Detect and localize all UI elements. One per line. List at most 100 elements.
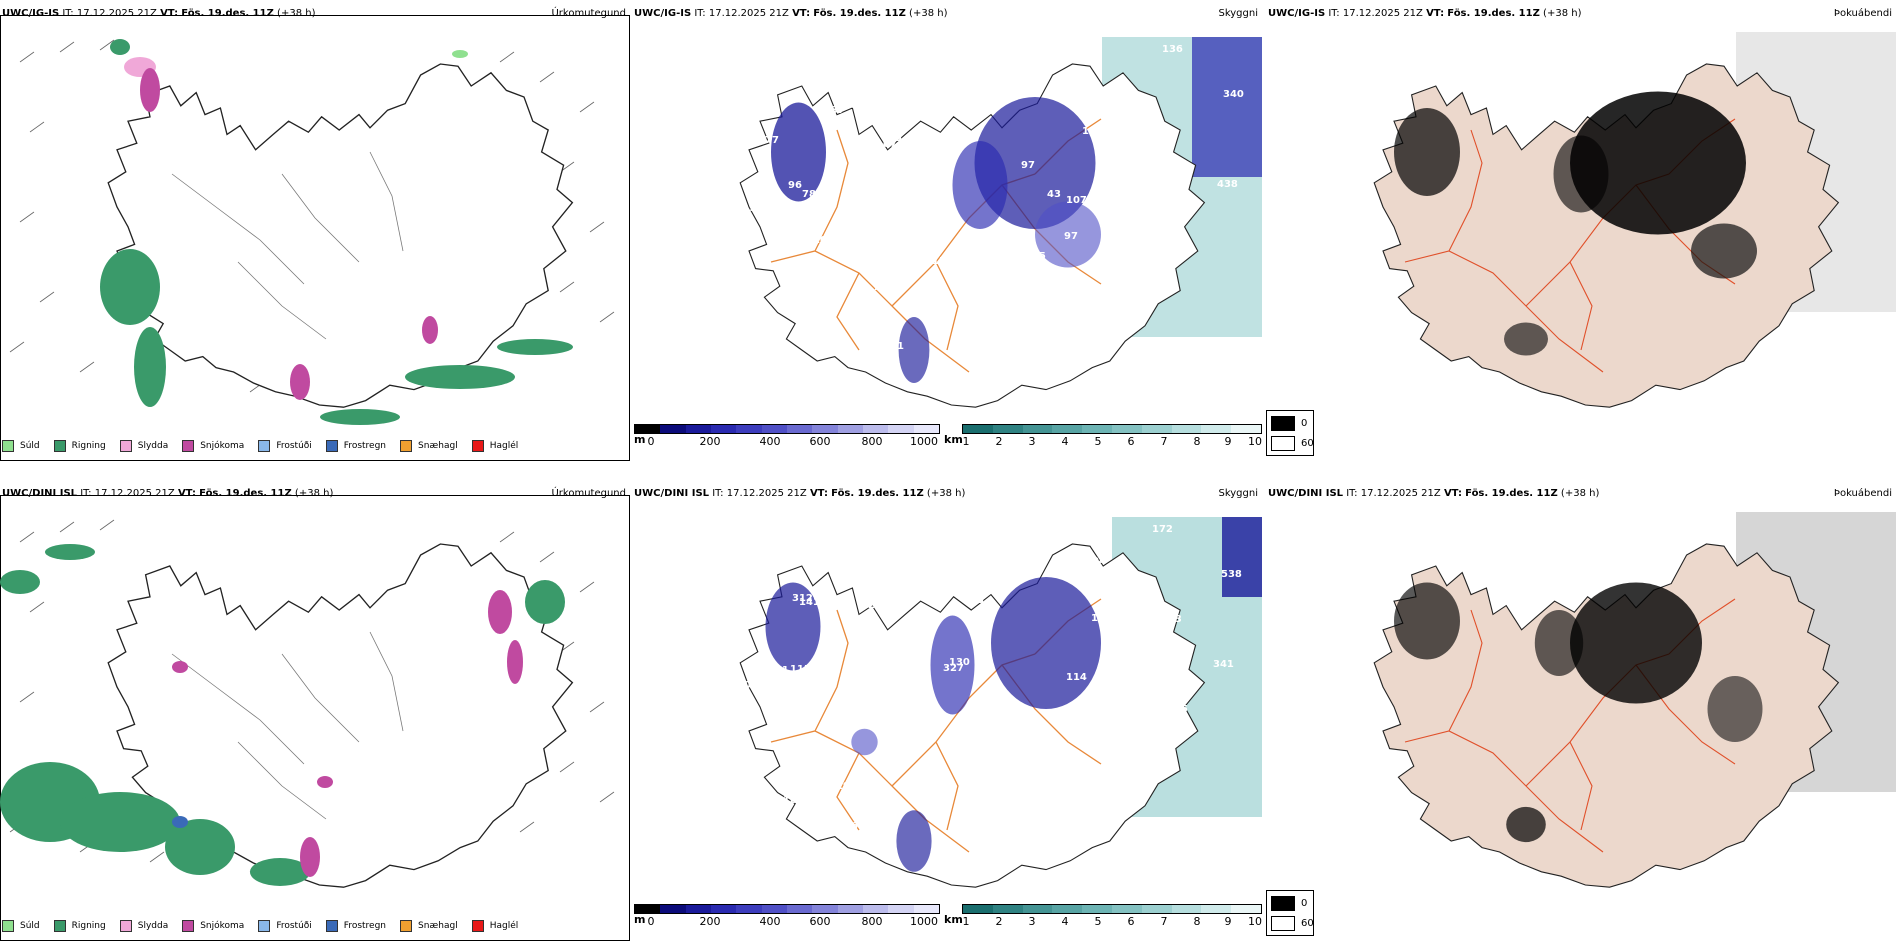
cloud-height-label: 43 [1047, 189, 1061, 200]
visibility-unit: km [944, 913, 963, 926]
colorbar-cell [1082, 905, 1112, 913]
legend-item: Frostúði [258, 920, 312, 932]
cloud-height-label: 112 [1089, 699, 1110, 710]
legend-item: Snjókoma [182, 440, 244, 452]
colorbar-tick: 200 [699, 435, 721, 448]
cloud-height-label: 74 [1055, 553, 1069, 564]
colorbar-cell [786, 905, 813, 913]
cloud-height-label: 111 [973, 95, 994, 106]
cloud-height-label: 78 [802, 189, 816, 200]
fog-legend-item: 60 [1271, 436, 1314, 451]
colorbar-tick: 10 [1248, 435, 1262, 448]
legend-swatch [471, 920, 484, 932]
cloud-height-label: 93 [1106, 188, 1120, 199]
cloud-height-label: 485 [912, 701, 933, 712]
cloud-height-label: 120 [1091, 613, 1112, 624]
cloud-height-label: 107 [876, 139, 897, 150]
cloud-height-label: 101 [915, 78, 936, 89]
fog-legend-item: 0 [1271, 896, 1307, 911]
colorbar-cell [862, 905, 889, 913]
cloud-height-label: 237 [824, 105, 845, 116]
colorbar-cell [1201, 905, 1232, 913]
colorbar-tick: 6 [1127, 915, 1135, 928]
precip-areas [100, 39, 573, 425]
colorbar-cell [1171, 425, 1202, 433]
cloud-height-label: 302 [1002, 744, 1023, 755]
colorbar-tick: 600 [809, 915, 831, 928]
fog-legend-swatch [1271, 436, 1295, 451]
colorbar-cell [913, 425, 939, 433]
panel-header: UWC/IG-IS IT: 17.12.2025 21Z VT: Fös. 19… [634, 8, 948, 19]
cloud-height-label: 152 [1022, 768, 1043, 779]
visibility-unit: km [944, 433, 963, 446]
legend-swatch [400, 440, 413, 452]
panel-title: Þokuábendi [1833, 8, 1892, 19]
cloud-height-label: 438 [1217, 179, 1238, 190]
colorbar-cell [1171, 905, 1202, 913]
cloud-height-label: 69 [1099, 332, 1113, 343]
legend-swatch [325, 920, 338, 932]
cloud-height-label: 96 [723, 622, 737, 633]
colorbar-cell [660, 425, 686, 433]
cloud-height-label: 341 [1213, 659, 1234, 670]
legend-item: Snjókoma [182, 920, 244, 932]
fog-legend-swatch [1271, 896, 1295, 911]
colorbar-tick: 2 [995, 435, 1003, 448]
legend-swatch [53, 920, 66, 932]
colorbar-tick: 400 [759, 915, 781, 928]
legend-swatch [119, 440, 132, 452]
legend-item: Haglél [471, 920, 518, 932]
cloud-height-label: 127 [861, 600, 882, 611]
colorbar-cell [1201, 425, 1232, 433]
cloud-height-label: 340 [1223, 89, 1244, 100]
legend-item: Rigning [53, 440, 106, 452]
cloudbase-unit: m [634, 913, 646, 926]
colorbar-cell [761, 425, 787, 433]
cloud-height-label: 82 [953, 769, 967, 780]
legend-swatch [325, 440, 338, 452]
legend-item: Frostregn [325, 920, 386, 932]
cloud-height-label: 84 [877, 258, 891, 269]
precip-areas [0, 544, 565, 886]
cloud-height-label: 327 [943, 663, 964, 674]
colorbar-cell [736, 905, 762, 913]
cloud-height-label: 107 [1066, 195, 1087, 206]
colorbar-tick: 6 [1127, 435, 1135, 448]
panel-header: UWC/IG-IS IT: 17.12.2025 21Z VT: Fös. 19… [2, 8, 316, 19]
cloudbase-colorbar: 0 200 400 600 800 1000 [634, 904, 940, 934]
cloud-height-label: 85 [844, 100, 858, 111]
colorbar-cell [635, 425, 661, 433]
panel-header: UWC/DINI ISL IT: 17.12.2025 21Z VT: Fös.… [1268, 488, 1600, 499]
legend-swatch [258, 920, 271, 932]
panel-title: Skyggni [1218, 488, 1258, 499]
colorbar-cell [1231, 425, 1261, 433]
fog-legend: 0 60 [1266, 410, 1314, 456]
precip-panel-row2: UWC/DINI ISL IT: 17.12.2025 21Z VT: Fös.… [0, 480, 630, 941]
legend-swatch [2, 920, 14, 932]
cloud-height-label: 129 [829, 781, 850, 792]
fog-panel-row2: UWC/DINI ISL IT: 17.12.2025 21Z VT: Fös.… [1266, 480, 1896, 940]
colorbar-cell [992, 905, 1023, 913]
colorbar-cell [786, 425, 813, 433]
cloud-height-label: 106 [1100, 90, 1121, 101]
colorbar-tick: 3 [1028, 915, 1036, 928]
colorbar-cell [761, 905, 787, 913]
cloud-height-label: 96 [788, 180, 802, 191]
cloud-height-label: 115 [790, 664, 811, 675]
cloud-height-label: 113 [1051, 819, 1072, 830]
cloud-height-label: 98 [842, 185, 856, 196]
colorbar-cell [710, 425, 737, 433]
colorbar-tick: 1 [962, 915, 970, 928]
cloud-height-label: 104 [907, 107, 928, 118]
cloud-height-label: 151 [932, 256, 953, 267]
cloud-height-label: 155 [1009, 705, 1030, 716]
cloud-height-label: 93 [775, 222, 789, 233]
colorbar-cell [660, 905, 686, 913]
legend-item: Snæhagl [400, 440, 458, 452]
cloud-height-label: 108 [963, 595, 984, 606]
cloud-height-label: 121 [715, 544, 736, 555]
legend-swatch [2, 440, 14, 452]
cloudbase-colorbar: 0 200 400 600 800 1000 [634, 424, 940, 454]
colorbar-tick: 7 [1160, 915, 1168, 928]
cloud-height-label: 97 [1021, 160, 1035, 171]
